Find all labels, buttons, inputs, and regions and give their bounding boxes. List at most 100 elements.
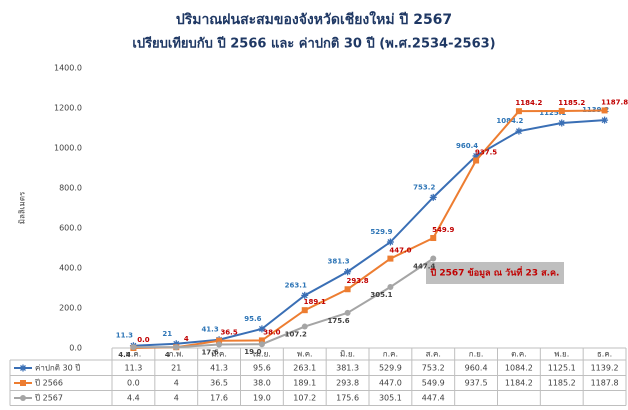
table-cell: 1084.2 <box>505 364 533 373</box>
table-cell: 1187.8 <box>591 379 619 388</box>
chart-title: ปริมาณฝนสะสมของจังหวัดเชียงใหม่ ปี 2567 <box>176 10 452 28</box>
data-label: 263.1 <box>285 281 307 289</box>
marker <box>344 286 351 293</box>
data-label: 381.3 <box>328 258 350 266</box>
table-cell: 4.4 <box>127 394 140 403</box>
x-tick-label: ก.ย. <box>469 350 484 359</box>
marker <box>301 323 308 330</box>
data-label: 0.0 <box>137 336 150 344</box>
marker <box>301 307 308 314</box>
x-tick-label: พ.ย. <box>554 350 569 359</box>
table-cell: 381.3 <box>336 364 359 373</box>
y-tick-label: 600.0 <box>59 224 82 233</box>
marker <box>386 238 394 246</box>
table-cell: 753.2 <box>422 364 445 373</box>
marker <box>601 107 608 114</box>
data-label: 447.4 <box>413 263 435 271</box>
data-label: 95.6 <box>244 315 261 323</box>
data-label: 41.3 <box>201 326 218 334</box>
x-tick-label: มี.ค. <box>211 350 227 359</box>
table-cell: 4 <box>174 394 179 403</box>
x-tick-label: ก.พ. <box>169 350 184 359</box>
marker <box>344 309 351 316</box>
table-cell: 11.3 <box>125 364 143 373</box>
data-label: 17.6 <box>201 348 218 356</box>
data-label: 175.6 <box>328 317 350 325</box>
marker <box>216 337 223 344</box>
legend-marker <box>20 395 26 401</box>
data-label: 11.3 <box>116 332 133 340</box>
y-tick-label: 400.0 <box>59 264 82 273</box>
x-tick-label: ก.ค. <box>383 350 398 359</box>
marker <box>601 116 609 124</box>
marker <box>515 127 523 135</box>
x-tick-label: ต.ค. <box>511 350 527 359</box>
marker <box>172 340 180 348</box>
table-cell: 95.6 <box>253 364 271 373</box>
marker <box>472 152 480 160</box>
y-tick-label: 1200.0 <box>54 104 82 113</box>
x-tick-label: พ.ค. <box>297 350 313 359</box>
marker <box>430 255 437 262</box>
table-cell: 1125.1 <box>548 364 576 373</box>
data-label: 1187.8 <box>601 98 628 106</box>
data-label: 38.0 <box>263 328 280 336</box>
data-label: 21 <box>162 330 172 338</box>
y-tick-label: 1000.0 <box>54 144 82 153</box>
table-cell: 41.3 <box>210 364 228 373</box>
table-cell: 937.5 <box>465 379 488 388</box>
marker <box>387 283 394 290</box>
chart-subtitle: เปรียบเทียบกับ ปี 2566 และ ค่าปกติ 30 ปี… <box>132 36 495 52</box>
data-label: 1125.1 <box>539 109 566 117</box>
x-tick-label: ส.ค. <box>426 350 441 359</box>
table-cell: 529.9 <box>379 364 402 373</box>
marker <box>430 235 437 242</box>
data-label: 529.9 <box>370 228 392 236</box>
marker <box>258 337 265 344</box>
data-label: 1185.2 <box>558 99 585 107</box>
marker <box>558 119 566 127</box>
data-label: 447.0 <box>389 247 411 255</box>
y-tick-label: 800.0 <box>59 184 82 193</box>
x-tick-label: มิ.ย. <box>340 350 355 359</box>
table-cell: 17.6 <box>210 394 228 403</box>
marker <box>216 341 223 348</box>
table-cell: 21 <box>171 364 181 373</box>
data-label: 1184.2 <box>515 99 542 107</box>
table-cell: 1139.2 <box>591 364 619 373</box>
data-label: 189.1 <box>304 298 326 306</box>
y-tick-label: 0.0 <box>69 344 82 353</box>
data-label: 4 <box>165 351 170 359</box>
y-tick-label: 1400.0 <box>54 64 82 73</box>
data-label: 4.4 <box>118 351 131 359</box>
data-label: 937.5 <box>475 149 497 157</box>
table-cell: 447.0 <box>379 379 402 388</box>
annotation: ปี 2567 ข้อมูล ณ วันที่ 23 ส.ค. <box>429 266 559 279</box>
table-cell: 38.0 <box>253 379 271 388</box>
data-label: 4 <box>184 335 189 343</box>
marker <box>473 157 480 164</box>
y-axis-label: มิลลิเมตร <box>18 191 27 224</box>
data-label: 753.2 <box>413 183 435 191</box>
legend-marker <box>19 364 27 372</box>
series-line <box>133 109 605 349</box>
marker <box>387 255 394 262</box>
legend-label: ปี 2566 <box>34 379 63 388</box>
marker <box>258 341 265 348</box>
marker <box>515 108 522 115</box>
marker <box>258 325 266 333</box>
legend-marker <box>20 380 26 386</box>
legend-label: ค่าปกติ 30 ปี <box>35 364 80 373</box>
table-cell: 1185.2 <box>548 379 576 388</box>
table-cell: 107.2 <box>293 394 316 403</box>
table-cell: 175.6 <box>336 394 359 403</box>
table-cell: 960.4 <box>465 364 488 373</box>
data-label: 293.8 <box>347 277 369 285</box>
marker <box>429 193 437 201</box>
series-line <box>133 119 605 347</box>
x-tick-label: เม.ย. <box>253 350 271 359</box>
data-label: 36.5 <box>220 329 237 337</box>
marker <box>173 344 180 351</box>
table-cell: 263.1 <box>293 364 316 373</box>
